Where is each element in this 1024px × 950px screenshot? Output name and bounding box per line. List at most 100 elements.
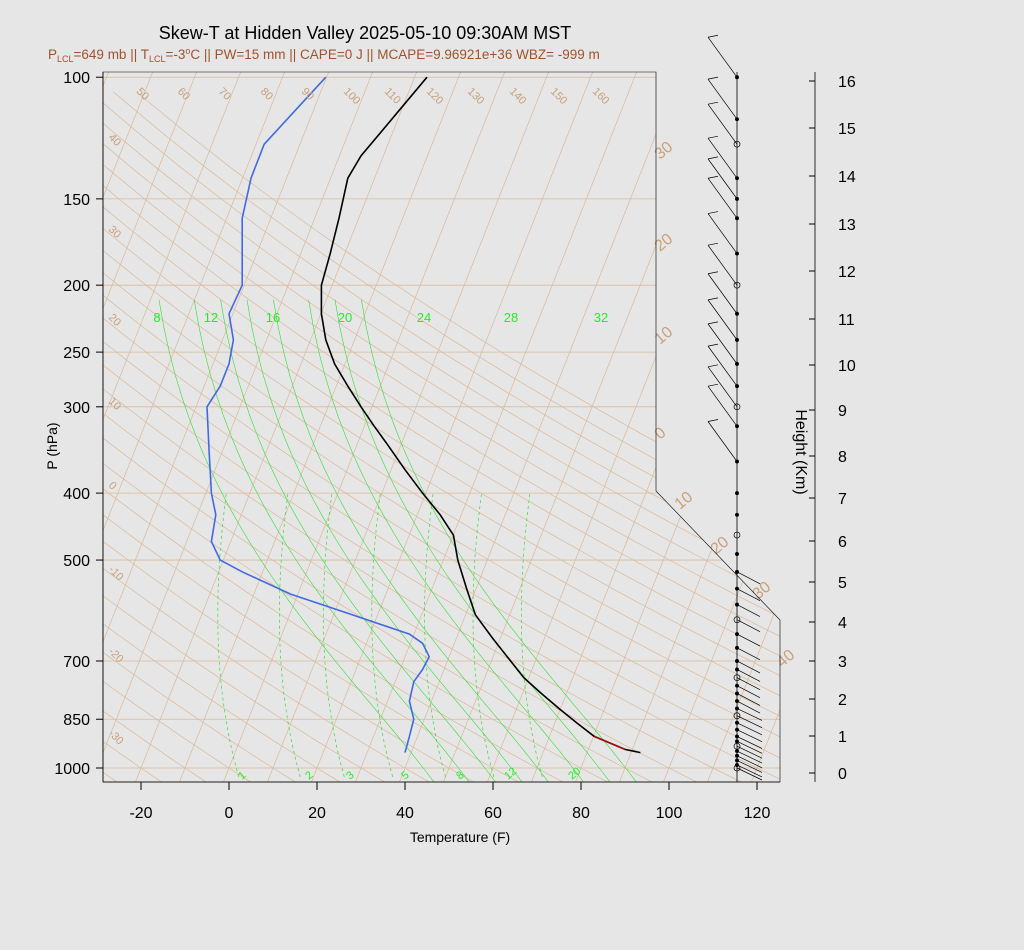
wind-barb-flag [707,343,719,347]
y-tick-label: 100 [63,70,90,87]
dry-adiabat [103,91,698,782]
y-tick-label: 200 [63,278,90,295]
wind-barb-flag [707,271,719,275]
dry-adiabat [103,91,475,782]
moist-adiabat [158,299,435,782]
isotherm-line [103,72,208,782]
height-tick-label: 9 [838,403,847,420]
wind-level-dot [733,712,741,720]
dry-adiabat [103,91,609,782]
height-tick-label: 11 [838,312,855,329]
y-tick-label: 150 [63,192,90,209]
dry-adiabat [103,91,743,782]
parcel-trace [593,735,626,750]
wind-barb [736,633,761,647]
dry-adiabat [103,91,654,782]
wind-level-dot [733,281,741,289]
height-tick-label: 6 [838,534,847,551]
wind-level-dot [733,531,741,539]
wind-barb-flag [707,211,719,214]
wind-barb-flag [707,34,719,38]
isotherm-line [178,72,472,782]
mixing-ratio-label: 8 [153,310,160,325]
wind-barb [736,685,761,698]
wind-barb-flag [707,175,719,179]
height-tick-label: 3 [838,654,847,671]
x-tick-label: 80 [572,805,590,822]
dry-adiabat [103,91,780,782]
x-tick-label: 100 [656,805,683,822]
x-tick-label: 120 [744,805,771,822]
chart-title: Skew-T at Hidden Valley 2025-05-10 09:30… [159,23,572,43]
wind-barb [707,366,738,408]
sounding-profiles [206,76,641,754]
height-tick-label: 7 [838,491,847,508]
mixing-ratio-label: 16 [266,310,280,325]
y-tick-label: 500 [63,553,90,570]
wind-barb-flag [707,383,719,387]
height-tick-label: 1 [838,729,847,746]
mixing-ratio-label: 28 [504,310,518,325]
height-tick-label: 2 [838,692,847,709]
wind-level-dot [735,512,739,517]
dry-adiabat [103,91,208,782]
wind-barb [736,700,761,714]
wind-barb [736,588,761,601]
height-tick-label: 16 [838,74,856,91]
height-tick-label: 12 [838,264,856,281]
wind-barb [707,421,738,462]
wind-barb-flag [707,419,719,422]
wind-level-dot [735,552,739,556]
wind-barb [707,345,738,387]
height-tick-label: 4 [838,615,847,632]
wind-barb [707,78,738,120]
height-tick-label: 14 [838,169,856,186]
wind-barb [736,708,763,721]
y-tick-label: 300 [63,400,90,417]
chart-subtitle: PLCL=649 mb || TLCL=-3oC || PW=15 mm || … [48,46,600,64]
wind-barb [707,103,738,145]
wind-barb [707,213,738,254]
mixing-ratio-lines [158,299,638,782]
x-tick-label: 0 [225,805,234,822]
dry-adiabat [103,91,297,782]
dry-adiabat [103,91,780,782]
x-axis-label: Temperature (F) [410,829,510,845]
wind-barbs [707,34,763,782]
dry-adiabat [103,91,780,782]
x-tick-label: 40 [396,805,414,822]
dry-adiabat [136,91,780,782]
wind-barb [736,693,761,706]
isotherm-line [398,72,692,782]
mixing-ratio-label: 20 [338,310,352,325]
isotherm-line [103,72,384,782]
wind-barb [707,244,738,286]
wind-barb [736,741,763,754]
x-tick-label: 60 [484,805,502,822]
wind-barb [736,767,763,781]
wind-barb [736,647,761,661]
moist-adiabat [246,299,523,782]
dewpoint-profile [206,76,431,753]
wind-barb [736,715,763,729]
wind-level-dot [733,140,741,148]
wind-barb [736,571,761,585]
moist-adiabat [308,299,585,782]
x-tick-label: -20 [129,805,152,822]
dry-adiabat [103,91,780,782]
height-tick-label: 15 [838,121,856,138]
moist-adiabat [193,299,470,782]
y-tick-label: 700 [63,654,90,671]
dry-adiabat [103,91,386,782]
wind-barb [707,137,738,179]
isotherm-line [706,72,780,782]
dry-adiabat [103,91,780,782]
y-axis-label: P (hPa) [44,422,60,469]
isotherm-line [354,72,648,782]
wind-barb [736,750,763,764]
dry-adiabat [103,91,252,782]
wind-barb-flag [707,242,719,246]
wind-barb [736,729,763,742]
wind-level-dot [735,491,739,496]
